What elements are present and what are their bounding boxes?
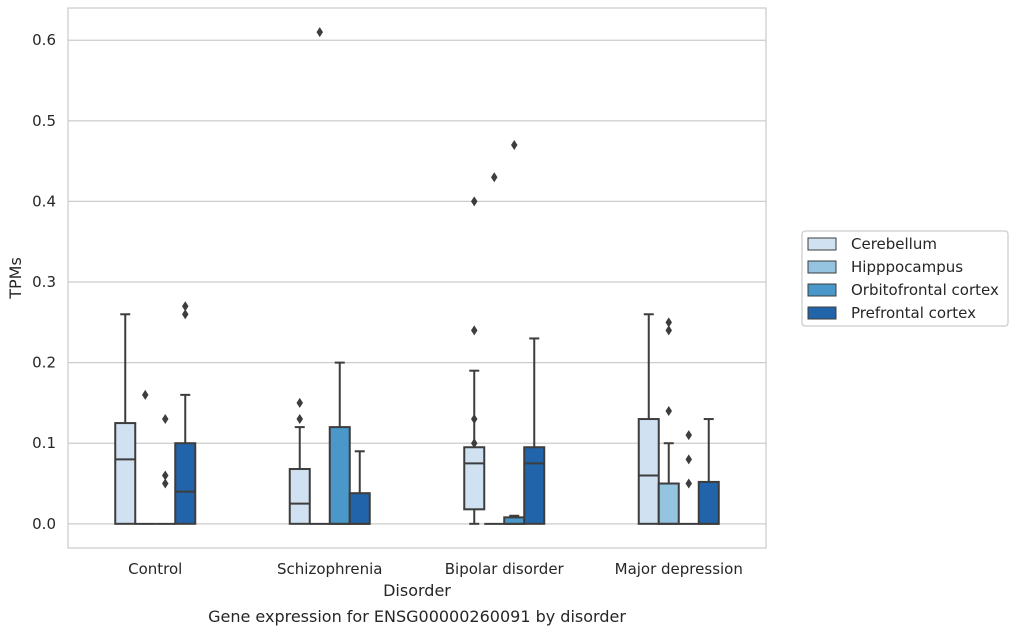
outlier-point [182,301,189,312]
y-tick-label: 0.1 [32,434,56,452]
box-body [328,426,351,525]
chart-caption: Gene expression for ENSG00000260091 by d… [208,607,626,626]
box-body [697,480,720,525]
box [288,397,311,525]
outlier-point [471,325,478,336]
outlier-point [685,430,692,441]
legend-label: Hipppocampus [851,258,963,276]
box [484,172,505,525]
box-groups [114,27,720,525]
x-tick-label: Bipolar disorder [445,560,565,578]
box [309,27,330,525]
legend-swatch [807,306,837,320]
box [135,389,156,525]
outlier-point [665,325,672,336]
box [678,430,699,525]
gridlines [68,39,766,525]
outlier-point [685,478,692,489]
box [328,361,351,525]
box-body [637,418,660,525]
box-body [523,446,546,525]
outlier-point [162,470,169,481]
x-tick-label: Major depression [615,560,743,578]
outlier-point [471,438,478,449]
outlier-point [511,140,518,151]
box [503,140,526,525]
box [523,337,546,525]
box-body [114,422,137,525]
outlier-point [182,309,189,320]
outlier-point [162,478,169,489]
outlier-point [471,196,478,207]
box [348,450,371,525]
x-tick-labels: Control Schizophrenia Bipolar disorder Majo… [128,560,743,578]
plot-frame [67,7,767,549]
y-tick-label: 0.0 [32,515,56,533]
legend-frame [801,230,1009,327]
outlier-point [142,389,149,400]
box-body [174,442,197,525]
box-body [463,446,486,511]
outlier-point [665,405,672,416]
box [657,317,680,525]
outlier-point [296,414,303,425]
y-tick-label: 0.2 [32,354,56,372]
legend-label: Orbitofrontal cortex [851,281,999,299]
outlier-point [471,414,478,425]
legend-label: Prefrontal cortex [851,304,976,322]
y-tick-labels: 0.0 0.1 0.2 0.3 0.4 0.5 0.6 [32,31,56,533]
x-tick-label: Schizophrenia [277,560,382,578]
y-tick-label: 0.3 [32,273,56,291]
legend-swatch [807,283,837,297]
box [463,196,486,525]
y-axis-label: TPMs [6,257,25,300]
outlier-point [296,397,303,408]
box [114,313,137,525]
box [155,414,176,525]
box-body [348,492,371,525]
box [637,313,660,525]
box [697,418,720,525]
y-tick-label: 0.4 [32,192,56,210]
outlier-point [665,317,672,328]
y-tick-label: 0.6 [32,31,56,49]
box [174,301,197,525]
outlier-point [162,414,169,425]
outlier-point [491,172,498,183]
outlier-point [316,27,323,38]
y-tick-label: 0.5 [32,112,56,130]
outlier-point [685,454,692,465]
legend: Cerebellum Hipppocampus Orbitofrontal cort… [801,230,1009,327]
legend-swatch [807,237,837,251]
x-axis-label: Disorder [383,581,451,600]
box-body [657,482,680,525]
legend-label: Cerebellum [851,235,937,253]
legend-swatch [807,260,837,274]
box-body [288,468,311,525]
x-tick-label: Control [128,560,182,578]
